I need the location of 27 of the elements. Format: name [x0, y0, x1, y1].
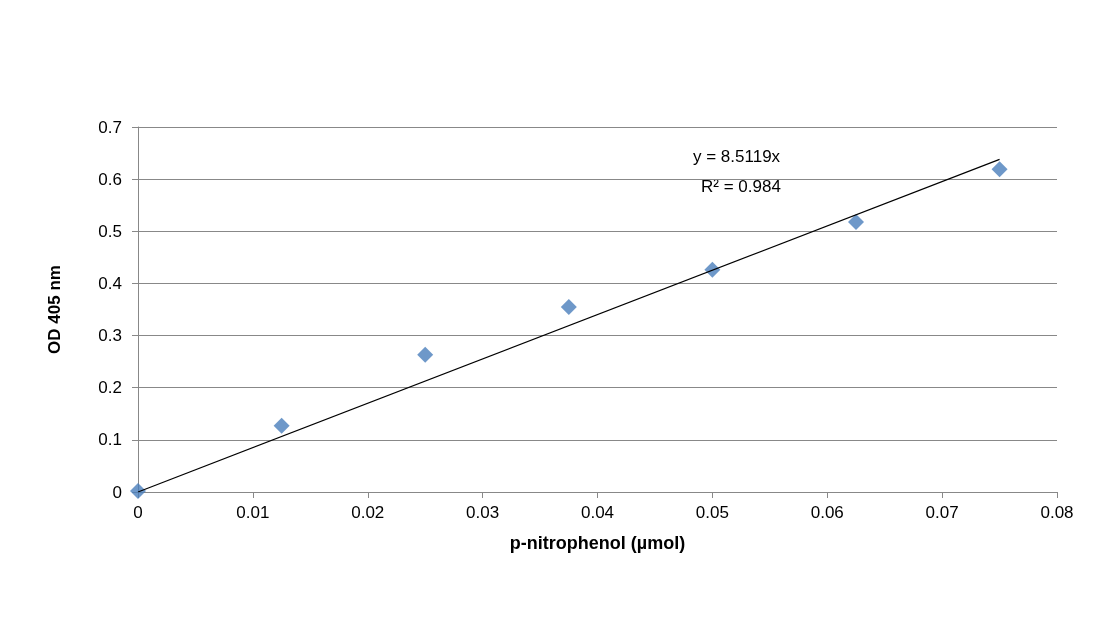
annotation: R² = 0.984 — [701, 177, 781, 196]
x-axis-title: p-nitrophenol (µmol) — [509, 533, 686, 553]
y-tick-label: 0 — [112, 482, 122, 502]
x-tick-label: 0 — [133, 503, 143, 522]
x-tick-label: 0.05 — [695, 503, 729, 522]
y-tick-label: 0.4 — [98, 273, 122, 293]
x-tick-label: 0.08 — [1040, 503, 1074, 522]
x-tick-label: 0.04 — [580, 503, 615, 522]
x-tick-label: 0.07 — [925, 503, 959, 522]
x-tick-label: 0.03 — [466, 503, 500, 522]
y-tick-label: 0.3 — [98, 326, 122, 346]
x-tick-label: 0.01 — [236, 503, 270, 522]
annotation: y = 8.5119x — [693, 147, 781, 166]
point — [991, 161, 1008, 178]
point — [847, 213, 864, 230]
y-tick-label: 0.2 — [98, 378, 122, 398]
y-axis-title: OD 405 nm — [45, 265, 64, 354]
x-tick-label: 0.02 — [351, 503, 385, 522]
point — [273, 417, 290, 434]
y-tick-label: 0.5 — [98, 221, 122, 241]
point — [417, 346, 434, 363]
point — [130, 482, 146, 499]
y-tick-label: 0.6 — [98, 169, 122, 189]
y-tick-label: 0.7 — [98, 117, 122, 137]
point — [560, 298, 577, 315]
y-tick-label: 0.1 — [98, 430, 122, 450]
x-tick-label: 0.06 — [810, 503, 844, 522]
